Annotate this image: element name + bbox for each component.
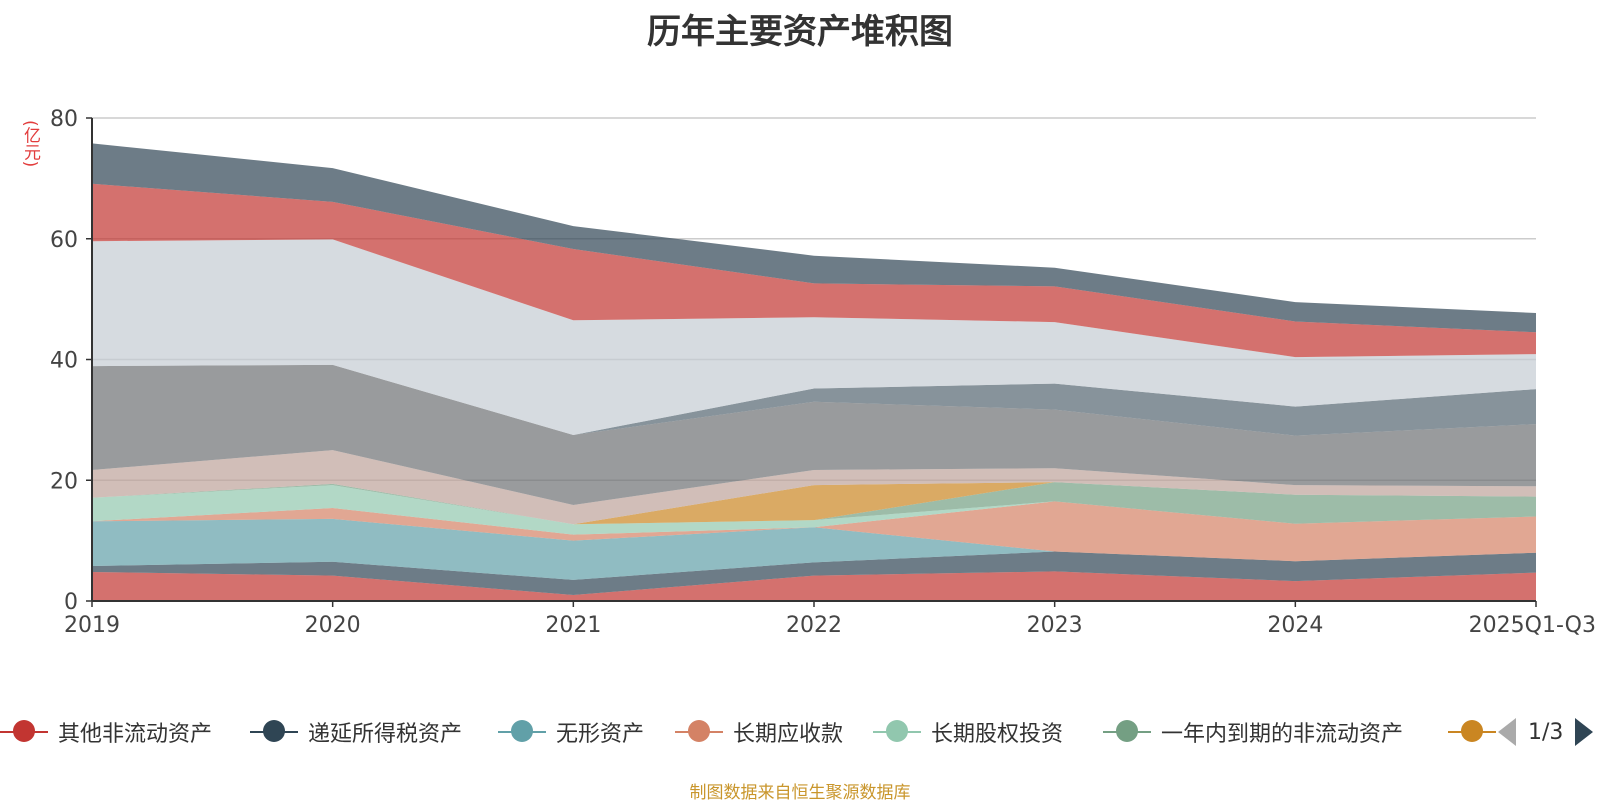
area-series-4[interactable]: 长期股权投资	[92, 485, 1536, 535]
legend-marker-icon	[873, 719, 921, 745]
legend-item[interactable]: 递延所得税资产	[250, 712, 462, 752]
legend-item[interactable]: 其他非流动资产	[0, 712, 212, 752]
y-tick-label: 40	[50, 349, 78, 374]
area-series-11[interactable]: 固定资产	[92, 183, 1536, 358]
legend-item[interactable]: 一年内到期的非流动资产	[1103, 712, 1403, 752]
area-series-9[interactable]: 预付款项	[92, 364, 1536, 436]
legend-item[interactable]: 长期股权投资	[873, 712, 1063, 752]
legend-marker-icon	[0, 719, 48, 745]
legend-prev-page-icon[interactable]	[1498, 718, 1516, 746]
x-tick-labels: 2019 2020 2021 2022 2023 2024 2025Q1-Q3	[64, 601, 1596, 638]
x-tick-label: 2019	[64, 613, 120, 638]
y-tick-label: 0	[64, 590, 78, 615]
legend-next-page-icon[interactable]	[1575, 718, 1594, 746]
x-tick-label: 2022	[786, 613, 842, 638]
area-series-5[interactable]: 一年内到期的非流动资产	[92, 482, 1536, 525]
area-series-6[interactable]: 其他流动资产	[92, 482, 1536, 525]
legend-label: 无形资产	[556, 722, 645, 747]
area-series-1[interactable]: 递延所得税资产	[92, 551, 1536, 596]
area-series-2[interactable]: 无形资产	[92, 518, 1536, 580]
x-tick-label: 2023	[1027, 613, 1083, 638]
legend-item[interactable]: 无形资产	[498, 712, 644, 752]
legend: 其他非流动资产 递延所得税资产 无形资产 长期应收款 长期股权投资 一年内到期的非流动资产	[0, 712, 1600, 752]
x-tick-label: 2024	[1267, 613, 1323, 638]
legend-label: 一年内到期的非流动资产	[1161, 722, 1404, 747]
area-series-8[interactable]: 存货	[92, 364, 1536, 505]
legend-page-indicator: 1/3	[1528, 719, 1564, 745]
legend-marker-icon	[498, 719, 546, 745]
legend-label: 长期应收款	[733, 722, 844, 747]
stacked-area-chart: 其他非流动资产递延所得税资产无形资产长期应收款长期股权投资一年内到期的非流动资产…	[50, 107, 1596, 638]
chart-title: 历年主要资产堆积图	[647, 12, 953, 52]
area-series: 其他非流动资产递延所得税资产无形资产长期应收款长期股权投资一年内到期的非流动资产…	[92, 143, 1536, 601]
area-series-12[interactable]: 在建工程	[92, 143, 1536, 333]
x-tick-label: 2025Q1-Q3	[1469, 613, 1596, 638]
area-series-3[interactable]: 长期应收款	[92, 501, 1536, 562]
y-tick-label: 60	[50, 228, 78, 253]
x-tick-label: 2021	[545, 613, 601, 638]
y-tick-label: 20	[50, 469, 78, 494]
x-tick-label: 2020	[305, 613, 361, 638]
legend-item[interactable]: 长期应收款	[675, 712, 843, 752]
legend-pager: 1/3	[1498, 712, 1594, 752]
legend-item[interactable]	[1448, 712, 1506, 752]
legend-label: 其他非流动资产	[58, 722, 213, 747]
source-note: 制图数据来自恒生聚源数据库	[689, 783, 911, 803]
legend-marker-icon	[1448, 719, 1496, 745]
legend-marker-icon	[675, 719, 723, 745]
area-series-0[interactable]: 其他非流动资产	[92, 571, 1536, 601]
y-tick-labels: 0 20 40 60 80	[50, 107, 92, 615]
y-axis-unit-label: (亿元)	[20, 120, 40, 168]
legend-marker-icon	[250, 719, 298, 745]
y-tick-label: 80	[50, 107, 78, 132]
legend-label: 递延所得税资产	[308, 722, 463, 747]
area-series-10[interactable]: 货币资金	[92, 239, 1536, 435]
legend-marker-icon	[1103, 719, 1151, 745]
legend-label: 长期股权投资	[931, 722, 1064, 747]
area-series-7[interactable]: 应收账款	[92, 450, 1536, 525]
